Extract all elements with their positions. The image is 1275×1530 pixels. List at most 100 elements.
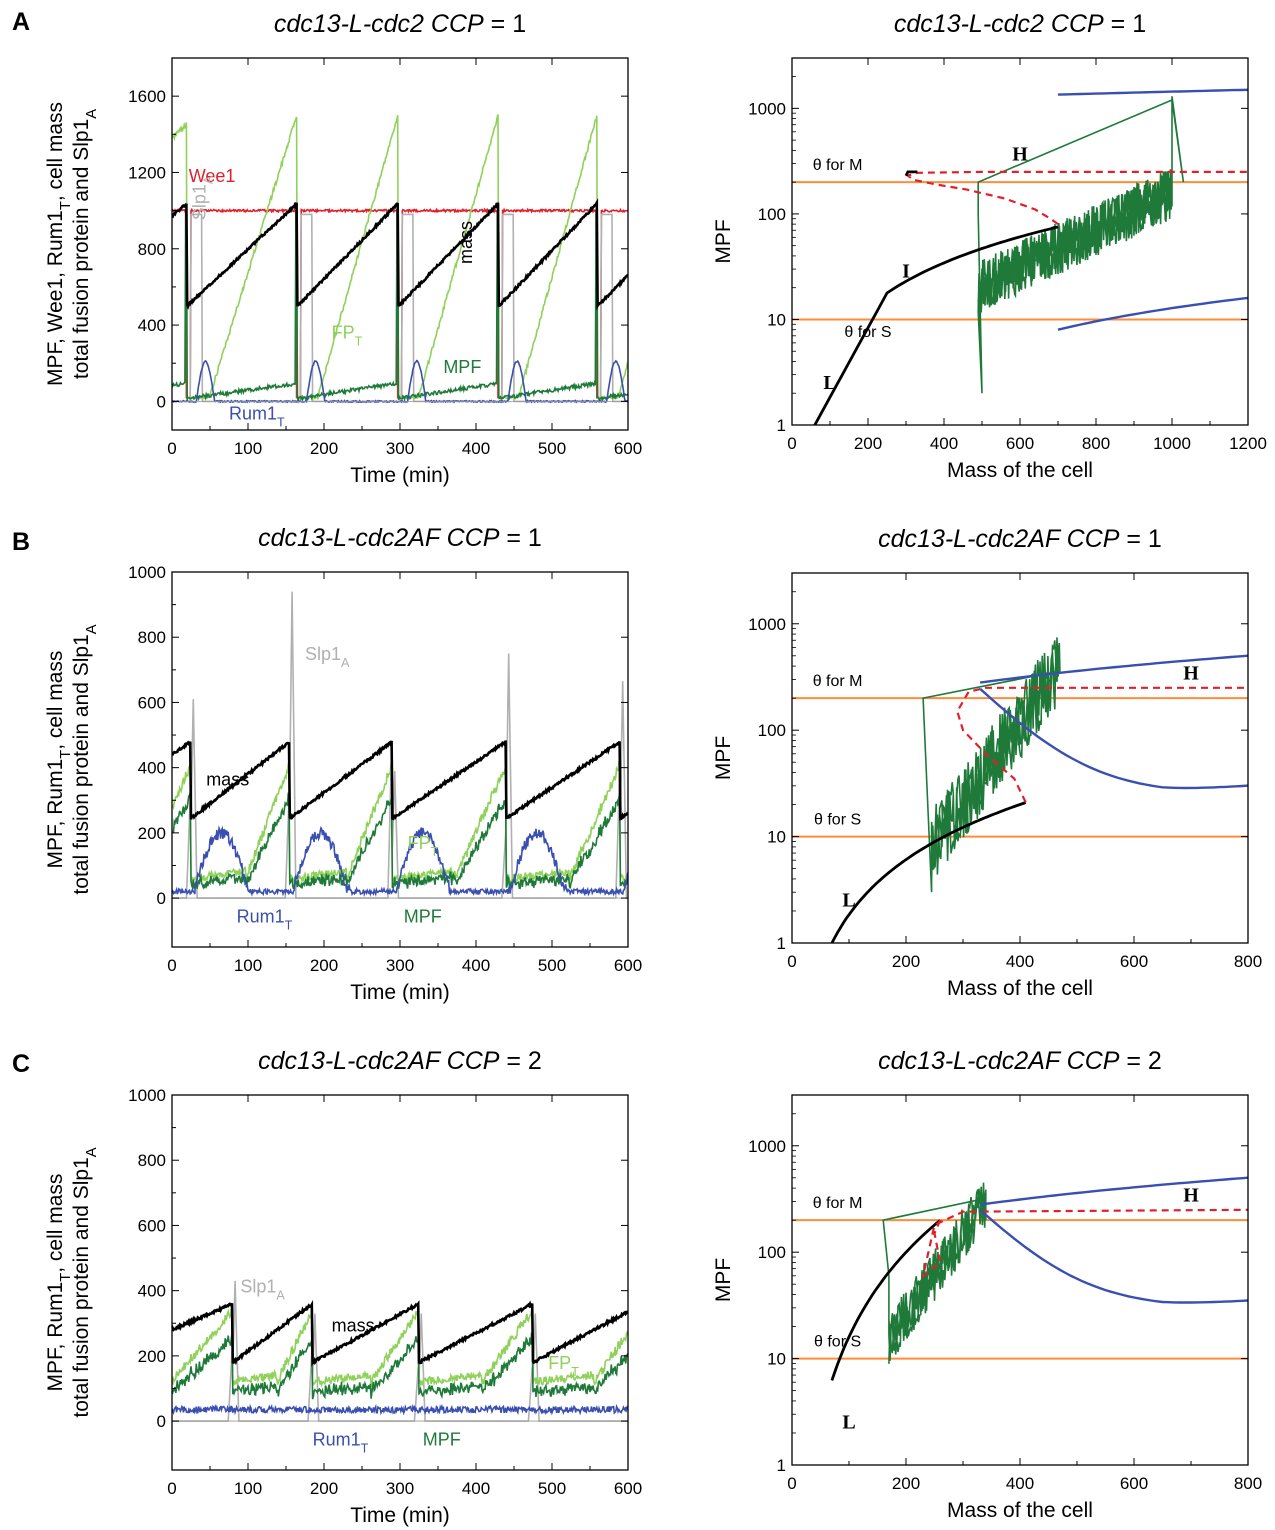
series-label-Rum1T: Rum1T (229, 404, 285, 430)
series-line-mass (172, 1299, 628, 1367)
plot-frame (791, 1094, 1249, 1466)
branch-label-L: L (842, 1412, 855, 1434)
x-tick-label: 800 (1082, 434, 1110, 453)
x-tick-label: 400 (462, 439, 490, 458)
series-label-MPF: MPF (443, 357, 481, 377)
x-tick-label: 400 (1006, 952, 1034, 971)
x-tick-label: 0 (787, 952, 796, 971)
y-axis-label-line2: total fusion protein and Slp1A (70, 624, 100, 894)
series-line-mass (172, 740, 628, 821)
plot-frame (791, 57, 1249, 426)
y-tick-label: 100 (758, 721, 786, 740)
stable-low-branch (830, 801, 1027, 943)
series-label-Rum1T: Rum1T (313, 1430, 369, 1456)
x-tick-label: 800 (1234, 1474, 1262, 1493)
y-tick-label: 1600 (128, 87, 166, 106)
y-axis-label-line2: total fusion protein and Slp1A (70, 1147, 100, 1417)
x-tick-label: 0 (787, 1474, 796, 1493)
series-label-FPT: FPT (548, 1353, 579, 1379)
series-line-mpf (172, 209, 628, 403)
series-line-mpf (172, 1331, 628, 1400)
x-tick-label: 600 (1006, 434, 1034, 453)
y-tick-label: 1000 (748, 615, 786, 634)
series-group (792, 88, 1248, 425)
y-axis-label: MPF (712, 736, 735, 780)
y-tick-label: 1 (777, 934, 786, 953)
y-axis-label-line1: MPF, Rum1T, cell mass (44, 1174, 74, 1392)
series-label-Slp1A: Slp1A (189, 175, 215, 220)
x-tick-label: 100 (234, 439, 262, 458)
x-axis-label: Mass of the cell (947, 977, 1093, 1000)
y-axis-label-line1: MPF, Rum1T, cell mass (44, 651, 74, 869)
x-tick-label: 0 (167, 956, 176, 975)
chart-B-right: θ for M θ for S H L 0 200 400 600 800 1 10 100 1000 c… (712, 525, 1262, 1000)
oscillation-branch (979, 1208, 1248, 1304)
chart-title: cdc13-L-cdc2AF CCP = 2 (878, 1047, 1162, 1075)
plot-frame (171, 571, 629, 948)
x-axis-label: Time (min) (350, 464, 450, 487)
x-tick-label: 200 (310, 439, 338, 458)
x-tick-label: 500 (538, 956, 566, 975)
y-tick-label: 1 (777, 1456, 786, 1475)
chart-C-left: Slp1A mass FPT Rum1T MPF 0 100 200 300 400 500 600 0… (44, 1047, 642, 1527)
y-tick-label: 200 (138, 1347, 166, 1366)
series-label-FPT: FPT (332, 322, 363, 348)
branch-label-I: I (902, 260, 910, 282)
y-tick-label: 1000 (128, 563, 166, 582)
x-tick-label: 800 (1234, 952, 1262, 971)
series-label-mass: mass (206, 770, 249, 790)
y-tick-label: 1200 (128, 163, 166, 182)
y-tick-label: 1000 (748, 1137, 786, 1156)
y-tick-label: 1000 (128, 1086, 166, 1105)
stable-high-branch (979, 1176, 1248, 1206)
y-axis-label-line2: total fusion protein and Slp1A (70, 109, 100, 379)
x-tick-label: 0 (167, 439, 176, 458)
x-tick-label: 300 (386, 1479, 414, 1498)
oscillation-branch (1057, 296, 1248, 331)
stable-low-branch (830, 1219, 942, 1381)
plot-frame (791, 572, 1249, 944)
y-tick-label: 600 (138, 693, 166, 712)
x-axis-label: Mass of the cell (947, 459, 1093, 482)
stable-high-branch (979, 654, 1248, 684)
series-line-rum1 (172, 825, 628, 898)
series-line-fp (172, 1306, 628, 1388)
trajectory-line (882, 1182, 987, 1364)
y-tick-label: 10 (767, 828, 786, 847)
y-tick-label: 400 (138, 759, 166, 778)
series-group (792, 637, 1248, 943)
y-tick-label: 400 (138, 316, 166, 335)
x-axis-label: Mass of the cell (947, 1499, 1093, 1522)
y-axis-label: MPF (712, 1258, 735, 1302)
x-axis-label: Time (min) (350, 1504, 450, 1527)
branch-label-L: L (823, 372, 836, 394)
x-tick-label: 600 (614, 956, 642, 975)
unstable-branch (921, 1208, 1248, 1279)
trajectory-line (977, 96, 1185, 394)
series-group (792, 1176, 1248, 1381)
y-tick-label: 800 (138, 240, 166, 259)
y-tick-label: 10 (767, 310, 786, 329)
oscillation-branch (979, 687, 1248, 790)
theta-annotation: θ for S (814, 811, 861, 828)
x-tick-label: 200 (310, 956, 338, 975)
series-group (172, 114, 628, 404)
chart-A-right: θ for M θ for S H I L 0 200 400 600 800 1000 1200 1 1… (712, 10, 1267, 482)
series-label-mass: mass (332, 1315, 375, 1335)
y-tick-label: 100 (758, 1243, 786, 1262)
chart-B-left: Slp1A mass FPT Rum1T MPF 0 100 200 300 400 500 600 0… (44, 524, 642, 1004)
series-group (172, 591, 628, 899)
unstable-branch (905, 170, 1248, 225)
trajectory-line (922, 637, 1061, 893)
branch-label-H: H (1012, 144, 1028, 166)
chart-title: cdc13-L-cdc2AF CCP = 1 (258, 524, 542, 552)
panel-letter-A: A (12, 8, 30, 36)
series-label-MPF: MPF (404, 907, 442, 927)
x-tick-label: 400 (930, 434, 958, 453)
chart-title: cdc13-L-cdc2AF CCP = 2 (258, 1047, 542, 1075)
series-line-slp1 (172, 591, 628, 899)
series-label-Slp1A: Slp1A (240, 1276, 285, 1302)
theta-annotation: θ for M (813, 1195, 863, 1212)
x-tick-label: 600 (614, 439, 642, 458)
